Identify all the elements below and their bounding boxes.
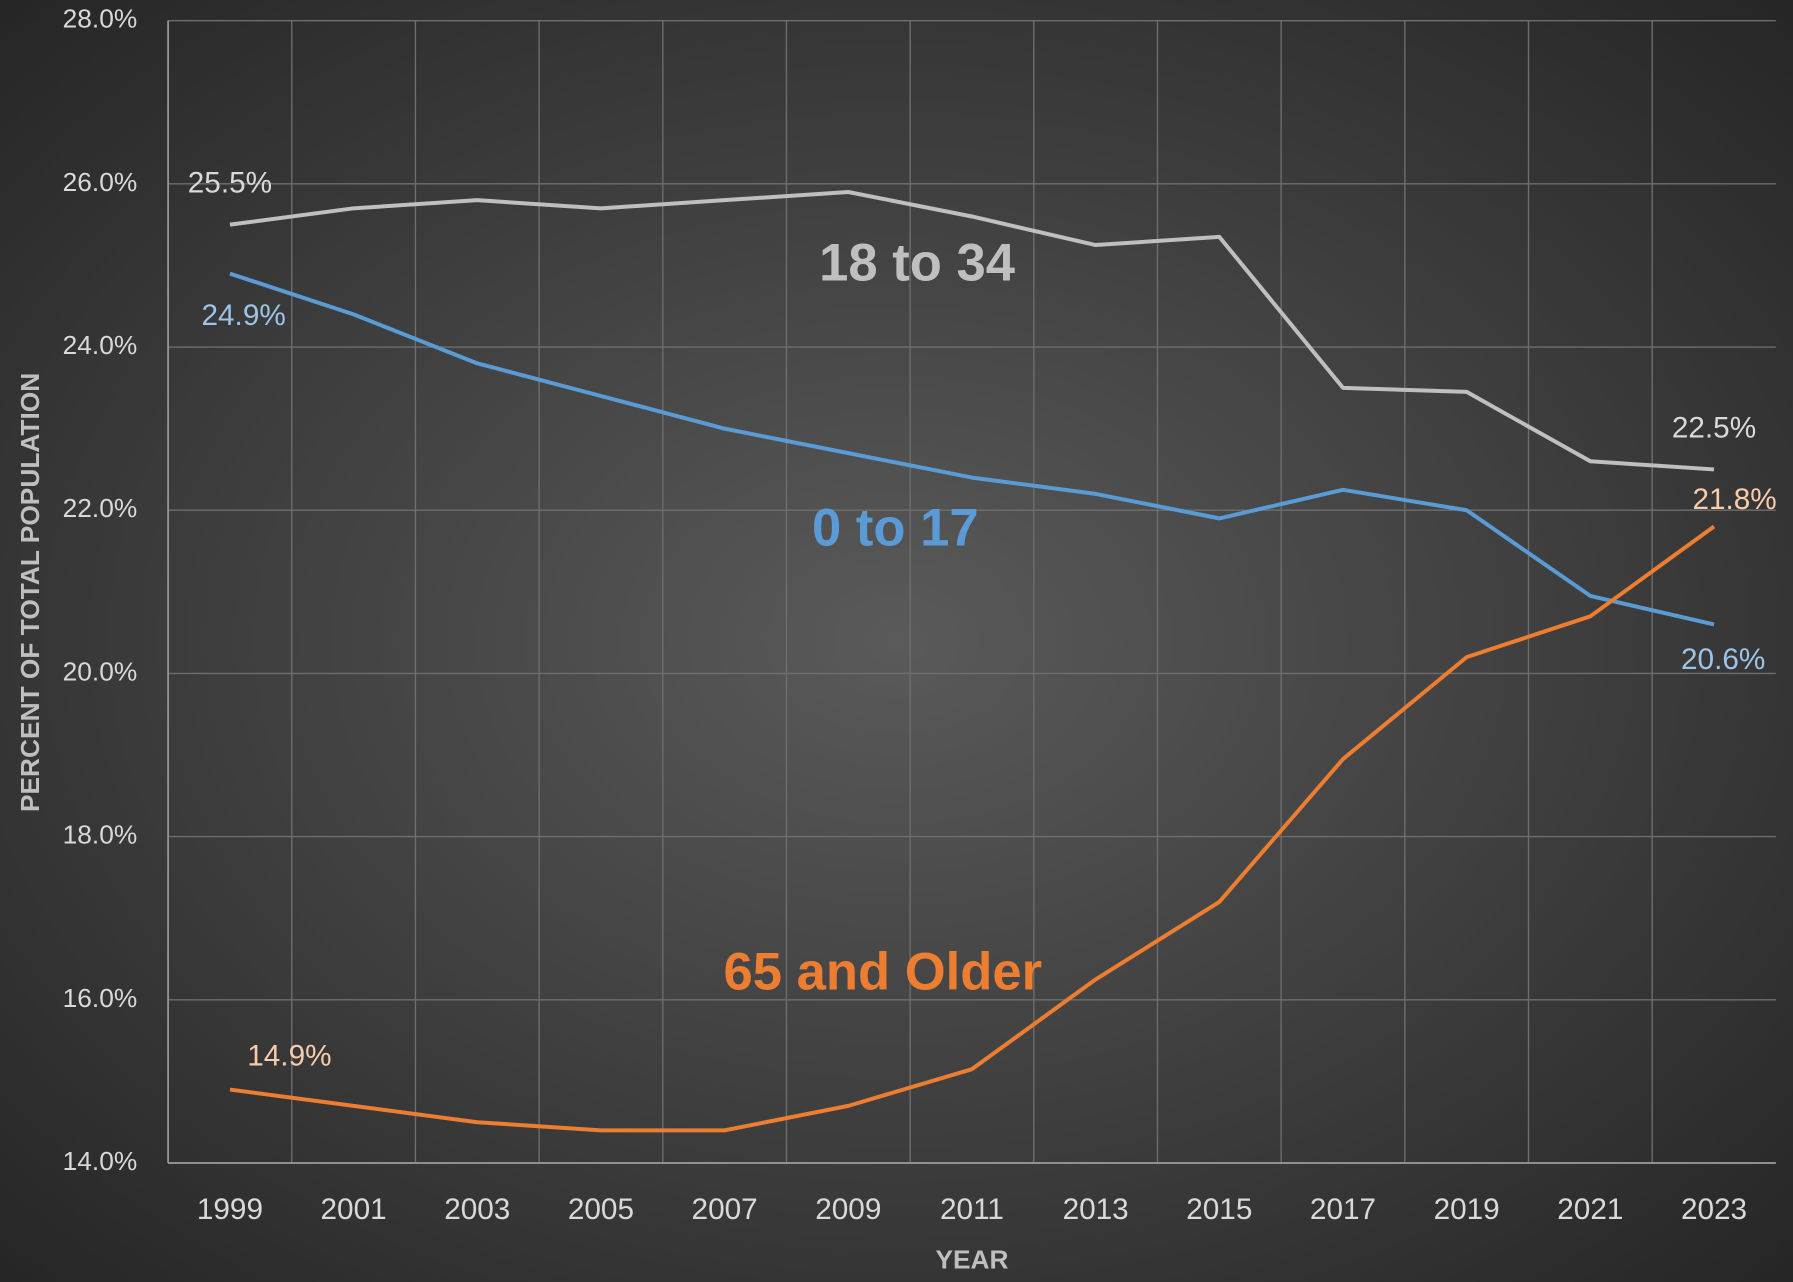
- data-label: 14.9%: [247, 1039, 331, 1072]
- x-tick-label: 2007: [692, 1193, 758, 1226]
- y-axis-title: PERCENT OF TOTAL POPULATION: [15, 373, 45, 812]
- y-tick-label: 26.0%: [63, 167, 138, 197]
- y-tick-label: 22.0%: [63, 493, 138, 523]
- x-tick-label: 1999: [197, 1193, 263, 1226]
- series-line: [229, 190, 1715, 472]
- data-label: 24.9%: [202, 299, 286, 332]
- x-tick-label: 2003: [444, 1193, 510, 1226]
- series-name: 65 and Older: [723, 942, 1042, 1001]
- x-tick-label: 2011: [940, 1193, 1004, 1226]
- y-tick-label: 14.0%: [63, 1146, 138, 1176]
- y-tick-label: 16.0%: [63, 983, 138, 1013]
- series-line: [229, 524, 1716, 1133]
- y-tick-label: 24.0%: [63, 330, 138, 360]
- y-tick-label: 20.0%: [63, 656, 138, 686]
- x-axis-title: YEAR: [935, 1244, 1008, 1274]
- x-tick-label: 2005: [568, 1193, 634, 1226]
- series-name: 18 to 34: [819, 233, 1015, 292]
- x-tick-label: 2015: [1186, 1193, 1252, 1226]
- y-tick-label: 18.0%: [63, 820, 138, 850]
- x-tick-label: 2021: [1557, 1193, 1623, 1226]
- data-label: 21.8%: [1692, 483, 1776, 516]
- x-tick-label: 2019: [1434, 1193, 1500, 1226]
- x-tick-label: 2023: [1681, 1193, 1747, 1226]
- series-line: [229, 271, 1715, 627]
- x-tick-label: 2009: [815, 1193, 881, 1226]
- x-tick-label: 2001: [321, 1193, 387, 1226]
- series-name: 0 to 17: [812, 499, 979, 558]
- data-label: 25.5%: [188, 166, 272, 199]
- x-tick-label: 2017: [1310, 1193, 1376, 1226]
- data-label: 22.5%: [1672, 411, 1756, 444]
- y-tick-label: 28.0%: [63, 4, 138, 34]
- x-tick-label: 2013: [1063, 1193, 1129, 1226]
- data-label: 20.6%: [1681, 643, 1765, 676]
